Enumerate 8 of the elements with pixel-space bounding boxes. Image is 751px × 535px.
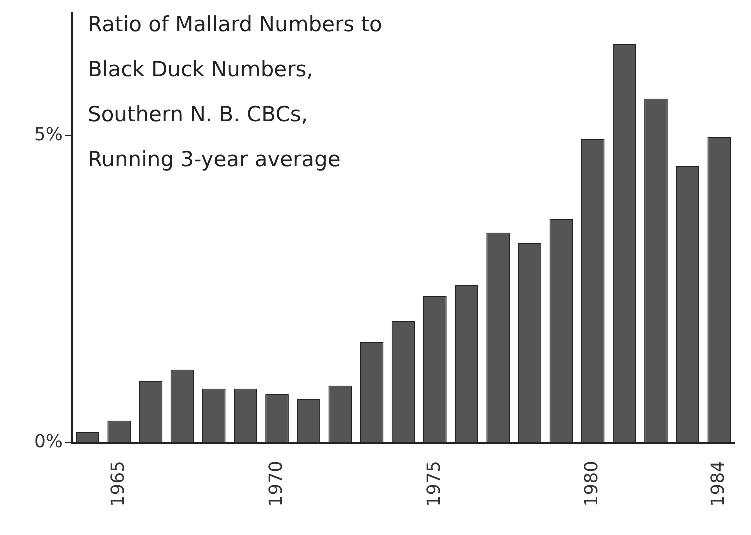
x-tick-label: 1970 bbox=[266, 461, 287, 507]
x-tick-label: 1965 bbox=[108, 461, 130, 507]
x-tick-label: 1984 bbox=[708, 461, 730, 507]
x-tick-label: 1975 bbox=[424, 461, 445, 507]
text: Ratio of Mallard Numbers to Black Duck Numbers, Southern N. B. CBCs, Running 3-year average bbox=[88, 12, 382, 172]
y-tick-label: 0% bbox=[34, 432, 63, 453]
y-tick-label: 5% bbox=[34, 124, 63, 146]
x-tick-label: 1980 bbox=[582, 461, 603, 507]
